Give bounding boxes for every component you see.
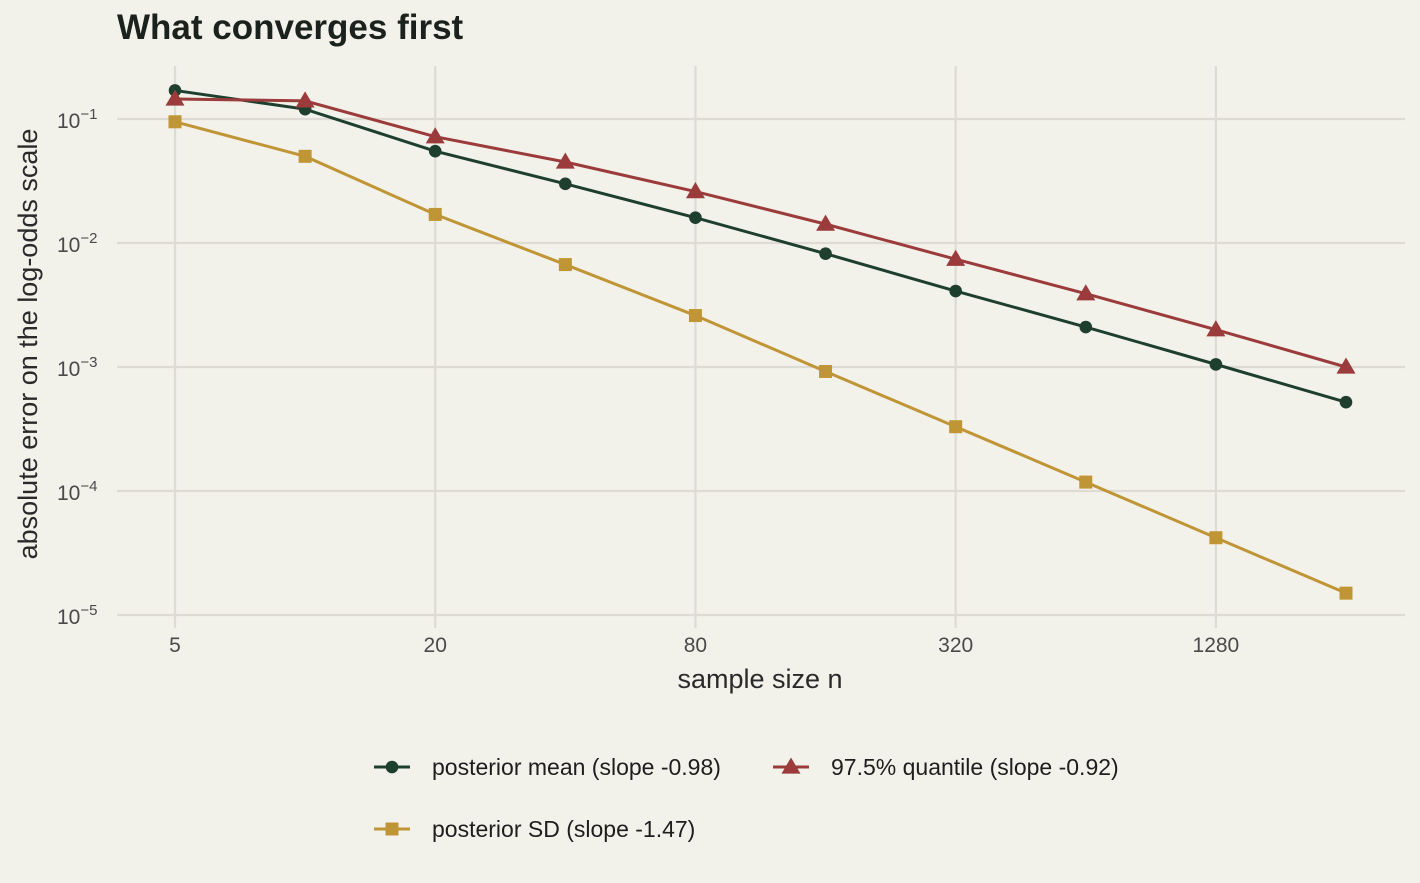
- y-tick-label: 10−3: [57, 354, 97, 381]
- y-tick-label: 10−1: [57, 106, 97, 133]
- series-square: [168, 115, 1353, 600]
- chart-title: What converges first: [117, 8, 464, 47]
- grid: [117, 66, 1405, 628]
- data-point: [1209, 531, 1223, 545]
- data-point: [819, 247, 832, 260]
- data-point: [1206, 320, 1226, 337]
- data-point: [688, 309, 702, 323]
- series-line: [174, 120, 1347, 595]
- x-tick-label: 320: [938, 634, 973, 657]
- y-tick-label: 10−2: [57, 230, 97, 257]
- data-point: [1336, 357, 1356, 374]
- legend-key-marker: [385, 822, 399, 836]
- data-point: [1079, 320, 1093, 334]
- series-layer: [165, 84, 1356, 600]
- data-point: [428, 207, 442, 221]
- data-point: [165, 89, 185, 106]
- data-point: [1339, 395, 1353, 409]
- data-point: [425, 127, 445, 144]
- data-point: [819, 364, 833, 378]
- data-point: [168, 115, 182, 129]
- data-point: [816, 214, 836, 231]
- legend-item: posterior mean (slope -0.98): [374, 754, 721, 780]
- legend-item: 97.5% quantile (slope -0.92): [773, 754, 1119, 780]
- x-tick-label: 1280: [1193, 634, 1240, 657]
- x-tick-label: 5: [169, 634, 181, 657]
- data-point: [555, 152, 575, 169]
- legend-key-marker: [385, 760, 399, 774]
- legend-item: posterior SD (slope -1.47): [374, 816, 695, 842]
- series-triangle: [165, 89, 1356, 374]
- x-tick-labels: 5 20 80 320 1280: [169, 634, 1239, 657]
- x-axis-title: sample size n: [677, 664, 842, 694]
- series-line: [174, 88, 1347, 404]
- data-point: [558, 258, 572, 272]
- x-tick-label: 20: [424, 634, 447, 657]
- legend-label: 97.5% quantile (slope -0.92): [831, 754, 1119, 780]
- legend-label: posterior SD (slope -1.47): [432, 816, 695, 842]
- data-point: [685, 182, 705, 199]
- y-axis-title: absolute error on the log-odds scale: [13, 129, 43, 560]
- data-point: [1079, 475, 1093, 489]
- series-line: [174, 97, 1347, 369]
- y-tick-label: 10−5: [57, 602, 97, 629]
- data-point: [946, 249, 966, 266]
- legend: posterior mean (slope -0.98) 97.5% quanti…: [374, 754, 1119, 842]
- data-point: [1339, 586, 1353, 600]
- legend-label: posterior mean (slope -0.98): [432, 754, 721, 780]
- y-tick-labels: 10−5 10−4 10−3 10−2 10−1: [57, 106, 97, 629]
- data-point: [428, 144, 442, 158]
- series-circle: [168, 84, 1353, 409]
- data-point: [298, 149, 312, 163]
- data-point: [949, 420, 963, 434]
- data-point: [689, 211, 702, 224]
- y-tick-label: 10−4: [57, 478, 97, 505]
- x-tick-label: 80: [684, 634, 707, 657]
- data-point: [1076, 284, 1096, 301]
- data-point: [1209, 358, 1223, 371]
- data-point: [559, 177, 572, 191]
- data-point: [949, 284, 962, 298]
- legend-key-marker: [781, 757, 801, 774]
- data-point: [295, 91, 315, 108]
